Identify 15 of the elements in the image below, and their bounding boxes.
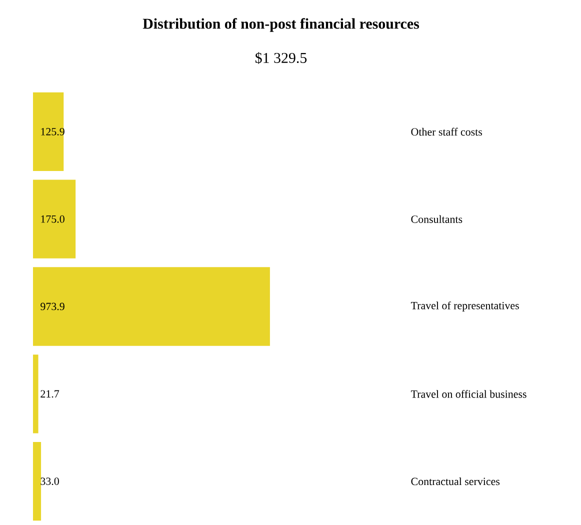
chart-subtitle: $1 329.5 xyxy=(255,52,307,64)
y-tick-label: Travel of representatives xyxy=(410,301,519,312)
bar xyxy=(33,442,42,521)
bar xyxy=(33,180,76,258)
y-tick-label: Contractual services xyxy=(411,477,500,486)
y-tick-label: Consultants xyxy=(411,215,462,223)
data-label: 21.7 xyxy=(40,390,60,398)
bar xyxy=(33,267,270,346)
y-tick-label: Other staff costs xyxy=(411,128,482,136)
bar xyxy=(33,354,38,434)
y-tick-label: Travel on official business xyxy=(410,390,526,398)
data-label: 973.9 xyxy=(40,302,64,310)
data-label: 175.0 xyxy=(41,215,64,223)
bar xyxy=(33,92,64,172)
chart-title: Distribution of non-post financial resources xyxy=(142,18,420,32)
